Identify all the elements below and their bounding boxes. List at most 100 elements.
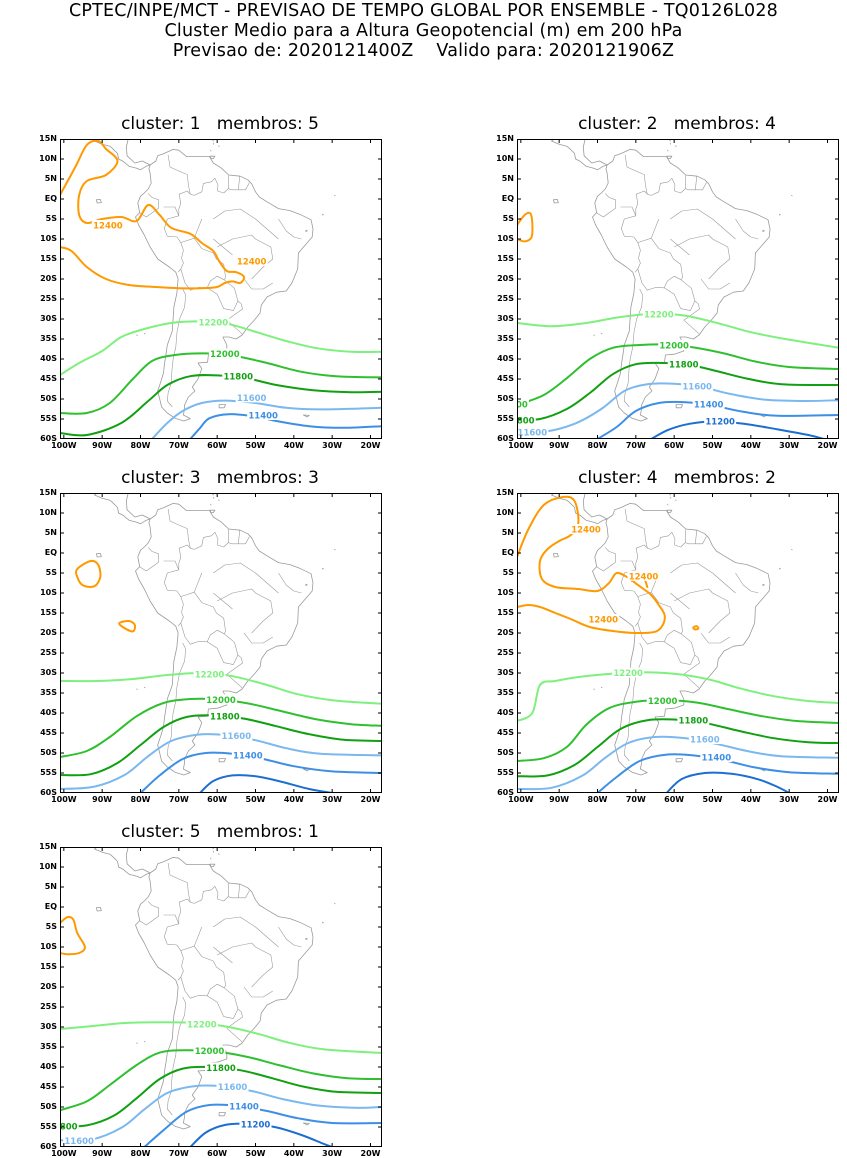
lat-tick-label: 5S: [502, 214, 514, 223]
lon-tick-label: 80W: [587, 441, 608, 450]
contour-label-bg: [193, 668, 226, 679]
lat-tick-label: 25S: [40, 648, 57, 657]
contour-label-bg: [220, 730, 253, 741]
contour-label-bg: [235, 256, 268, 266]
lon-tick-label: 20W: [360, 1149, 381, 1158]
contour-label: 11400: [694, 400, 724, 410]
lat-tick-label: 45S: [40, 374, 57, 383]
lon-tick-label: 40W: [740, 441, 761, 450]
lat-tick-label: 15S: [40, 254, 57, 263]
lat-tick-label: 10S: [40, 588, 57, 597]
lat-tick-label: 35S: [40, 334, 57, 343]
contour-label: 12000: [195, 1047, 225, 1057]
lat-tick-label: 25S: [497, 294, 514, 303]
contour-label-bg: [231, 750, 264, 760]
lat-tick-label: 35S: [40, 688, 57, 697]
axis-ticks: [517, 139, 839, 439]
map-panel-cluster-4: cluster: 4 membros: 2 12400 12400 12400 1220…: [496, 468, 839, 804]
lon-tick-label: 80W: [587, 795, 608, 804]
lon-tick-label: 90W: [549, 441, 570, 450]
lat-tick-label: 5N: [44, 528, 57, 537]
contour-label-bg: [688, 734, 721, 744]
contour-label: 1800: [517, 416, 535, 426]
lon-tick-label: 80W: [130, 1149, 151, 1158]
isoline-12400: [692, 625, 700, 631]
lat-tick-label: 55S: [40, 1122, 57, 1131]
lat-tick-label: 40S: [40, 354, 57, 363]
contour-label: 12400: [571, 526, 601, 536]
contour-label-bg: [208, 348, 241, 359]
lat-tick-label: 35S: [497, 688, 514, 697]
lat-tick-label: 20S: [40, 982, 57, 991]
contour-label-bg: [587, 614, 620, 624]
contour-label: 12400: [237, 258, 267, 268]
lon-tick-label: 70W: [168, 1149, 189, 1158]
panel-title: cluster: 5 membros: 1: [121, 822, 319, 842]
contour-label-bg: [239, 1118, 272, 1129]
lat-tick-label: EQ: [501, 548, 514, 557]
lon-tick-label: 90W: [92, 1149, 113, 1158]
lon-tick-label: 30W: [322, 441, 343, 450]
lat-tick-label: 15S: [40, 962, 57, 971]
coastlines-and-borders: [94, 493, 336, 776]
header-line-2: Cluster Medio para a Altura Geopotencial…: [164, 21, 683, 41]
contour-label: 12200: [199, 318, 229, 328]
contour-label-bg: [700, 752, 733, 762]
lat-tick-label: 55S: [497, 414, 514, 423]
lat-tick-label: 40S: [497, 708, 514, 717]
lat-tick-label: 15N: [39, 842, 57, 851]
lon-tick-label: 50W: [702, 441, 723, 450]
contour-label-bg: [667, 358, 700, 369]
panel-title: cluster: 1 membros: 5: [121, 114, 319, 134]
lat-tick-label: 30S: [40, 668, 57, 677]
lon-tick-label: 40W: [283, 795, 304, 804]
contour-label: 11200: [705, 418, 735, 428]
isoline-12000: [60, 352, 382, 415]
map-panel-cluster-1: cluster: 1 membros: 5 12400 12400 12200 1200…: [39, 114, 382, 450]
contour-label-bg: [627, 570, 660, 581]
lon-tick-label: 50W: [245, 441, 266, 450]
lon-tick-label: 60W: [664, 441, 685, 450]
lat-tick-label: 40S: [40, 1062, 57, 1071]
axis-ticks: [60, 847, 382, 1147]
lat-tick-label: 25S: [40, 294, 57, 303]
contour-label: 11200: [241, 1120, 271, 1130]
contour-label-bg: [642, 309, 675, 320]
contour-label: 11800: [210, 712, 240, 722]
lat-tick-label: 50S: [40, 1102, 57, 1111]
coastlines-and-borders: [551, 493, 793, 776]
lat-tick-label: 55S: [497, 768, 514, 777]
contour-label-bg: [646, 695, 679, 706]
map-panel-cluster-2: cluster: 2 membros: 4 12200 12000 11800 1160…: [496, 114, 839, 450]
isoline-12400: [517, 211, 534, 243]
lon-tick-label: 100W: [508, 441, 534, 450]
lon-tick-label: 30W: [779, 795, 800, 804]
lon-tick-label: 70W: [168, 795, 189, 804]
lat-tick-label: 10S: [497, 588, 514, 597]
lon-tick-label: 30W: [322, 1149, 343, 1158]
contour-label: 12200: [644, 311, 674, 321]
lat-tick-label: 30S: [40, 314, 57, 323]
lon-tick-label: 100W: [508, 795, 534, 804]
lat-tick-label: 10S: [40, 942, 57, 951]
lon-tick-label: 20W: [360, 795, 381, 804]
lat-tick-label: 5S: [502, 568, 514, 577]
contour-label: 12400: [93, 222, 123, 232]
lon-tick-label: 20W: [817, 441, 838, 450]
contour-label: 11600: [237, 394, 267, 404]
lat-tick-label: 30S: [40, 1022, 57, 1031]
contour-label-bg: [222, 370, 255, 381]
lat-tick-label: 10N: [496, 508, 514, 517]
lat-tick-label: 20S: [40, 274, 57, 283]
lon-tick-label: 30W: [779, 441, 800, 450]
lat-tick-label: 35S: [40, 1042, 57, 1051]
lat-tick-label: 15N: [496, 488, 514, 497]
lon-tick-label: 40W: [283, 441, 304, 450]
contour-label: 11800: [669, 360, 699, 370]
contour-label: 12400: [629, 572, 659, 582]
lat-tick-label: EQ: [44, 194, 57, 203]
lat-tick-label: 10N: [39, 154, 57, 163]
isoline-11400: [596, 753, 839, 793]
contour-label: 12200: [613, 669, 643, 679]
